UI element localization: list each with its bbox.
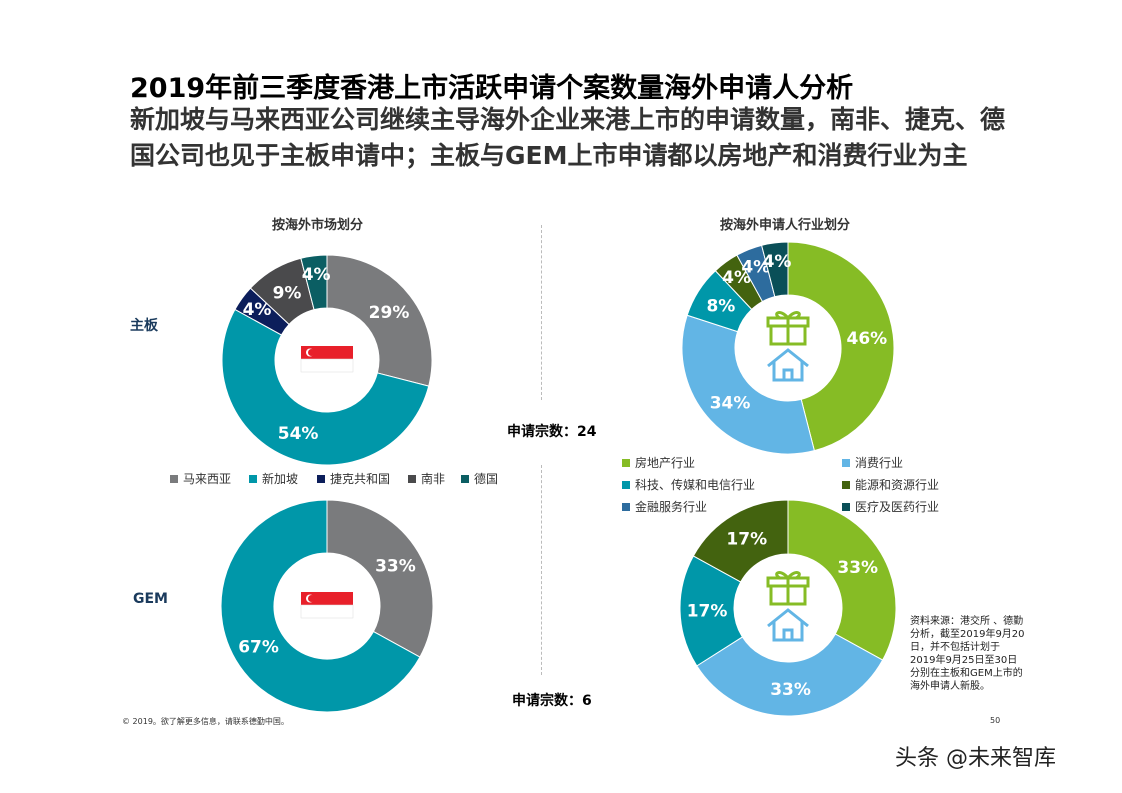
data-label: 46% (847, 329, 888, 349)
legend-label: 科技、传媒和电信行业 (635, 478, 756, 492)
donut-slice (221, 308, 430, 466)
gift-icon (766, 571, 810, 606)
donut-slice (220, 499, 421, 713)
row-label-gem: GEM (133, 591, 168, 607)
legend-item: 医疗及医药行业 (842, 498, 939, 515)
data-label: 8% (706, 296, 735, 316)
legend-swatch (170, 474, 178, 483)
donut-slice (787, 499, 897, 661)
watermark: 头条 @未来智库 (895, 746, 1056, 771)
legend-swatch (249, 474, 257, 483)
legend-label: 马来西亚 (183, 472, 232, 486)
legend-item: 金融服务行业 (622, 498, 707, 515)
legend-label: 新加坡 (262, 472, 299, 486)
legend-item: 能源和资源行业 (842, 476, 939, 493)
legend-item: 南非 (408, 470, 445, 487)
data-label: 4% (722, 268, 751, 288)
legend-swatch (317, 474, 325, 483)
data-label: 33% (770, 680, 811, 700)
source-note: 资料来源：港交所 、德勤分析，截至2019年9月20日，并不包括计划于2019年… (910, 616, 1025, 692)
section-right-title: 按海外申请人行业划分 (720, 218, 851, 233)
donut-slice (787, 241, 895, 452)
divider (541, 225, 542, 400)
data-label: 9% (273, 283, 302, 303)
data-label: 29% (369, 303, 410, 323)
legend-swatch (408, 474, 416, 483)
donut-slice (692, 499, 789, 583)
donut-chart: 33% 33% 17% 17% (679, 499, 897, 717)
data-label: 4% (763, 252, 792, 272)
legend-swatch (622, 480, 630, 489)
count-gem: 申请宗数：6 (512, 693, 592, 709)
legend-swatch (842, 458, 850, 467)
donut-slice (761, 241, 789, 298)
singapore-flag-icon (300, 346, 354, 373)
donut-slice (696, 633, 884, 717)
data-label: 67% (238, 637, 279, 657)
legend-label: 消费行业 (855, 456, 904, 470)
donut-slice (681, 314, 815, 455)
data-label: 4% (741, 258, 770, 278)
gift-icon (766, 311, 810, 346)
singapore-flag-icon (300, 592, 354, 619)
legend-label: 捷克共和国 (330, 472, 391, 486)
data-label: 33% (375, 557, 416, 577)
donut-chart: 29% 54% 4%9%4% (221, 254, 433, 466)
legend-swatch (842, 480, 850, 489)
legend-swatch (622, 458, 630, 467)
legend-label: 医疗及医药行业 (855, 500, 940, 514)
legend-label: 德国 (474, 472, 499, 486)
legend-label: 房地产行业 (635, 456, 696, 470)
legend-label: 南非 (421, 472, 446, 486)
page-subtitle: 新加坡与马来西亚公司继续主导海外企业来港上市的申请数量，南非、捷克、德国公司也见… (130, 105, 1006, 170)
legend-item: 房地产行业 (622, 454, 695, 471)
donut-slice (326, 499, 434, 658)
page-number: 50 (990, 716, 1001, 725)
legend-item: 德国 (461, 470, 498, 487)
legend-item: 新加坡 (249, 470, 298, 487)
data-label: 4% (243, 300, 272, 320)
legend-label: 金融服务行业 (635, 500, 708, 514)
donut-slice (326, 254, 433, 387)
legend-swatch (842, 502, 850, 511)
donut-slice (300, 254, 328, 311)
legend-item: 消费行业 (842, 454, 903, 471)
legend-item: 捷克共和国 (317, 470, 390, 487)
donut-chart: 33% 67% (220, 499, 434, 713)
footer: © 2019。欲了解更多信息，请联系德勤中国。 (122, 717, 289, 726)
legend-swatch (622, 502, 630, 511)
data-label: 17% (726, 529, 767, 549)
house-icon (767, 608, 809, 642)
legend-swatch (461, 474, 469, 483)
page-title: 2019年前三季度香港上市活跃申请个案数量海外申请人分析 (130, 73, 854, 104)
data-label: 4% (302, 265, 331, 285)
count-main: 申请宗数：24 (507, 424, 597, 440)
data-label: 17% (687, 602, 728, 622)
legend-label: 能源和资源行业 (855, 478, 940, 492)
data-label: 33% (837, 558, 878, 578)
legend-item: 科技、传媒和电信行业 (622, 476, 755, 493)
data-label: 54% (278, 424, 319, 444)
house-icon (767, 348, 809, 382)
donut-chart: 46%34%8%4%4%4% (681, 241, 895, 455)
divider (541, 465, 542, 675)
section-left-title: 按海外市场划分 (272, 218, 364, 233)
data-label: 34% (710, 393, 751, 413)
legend-item: 马来西亚 (170, 470, 231, 487)
row-label-main: 主板 (130, 318, 158, 334)
